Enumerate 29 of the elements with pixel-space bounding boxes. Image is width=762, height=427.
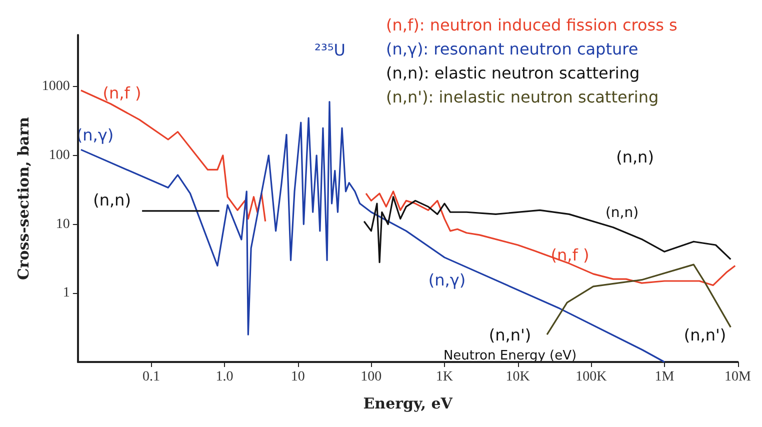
annotation: (n,n') [684,326,726,344]
x-tick-label: 10M [724,370,752,384]
x-tick-label: 1.0 [216,370,234,384]
text: (n,n'): inelastic neutron scattering [386,88,659,106]
annotation: (n,n') [488,326,532,344]
x-tick-label: 0.1 [142,370,160,384]
text: (n,γ): resonant neutron capture [386,40,638,58]
annotation: (n,γ) [428,270,466,290]
x-tick-label: 1M [654,370,675,384]
y-tick-label: 1000 [42,79,70,94]
text: (n,f): neutron induced fission cross s [386,16,678,34]
annotation: (n,f ) [550,246,590,264]
x-tick-label: 1K [436,370,454,384]
annotation: (n,n) [93,190,131,210]
y-tick-label: 1 [62,286,70,301]
x-tick-label: 10K [506,370,530,384]
y-axis-title: Cross-section, barn [14,116,32,280]
x-tick-label: 100K [576,370,607,384]
annotation: Neutron Energy (eV) [443,348,577,364]
annotation: (n,n) [616,148,654,166]
y-tick-label: 100 [48,148,70,163]
x-axis-title: Energy, eV [363,394,453,412]
x-tick-label: 10 [290,370,305,384]
text: (n,n): elastic neutron scattering [386,64,640,82]
y-tick-label: 10 [56,216,70,232]
annotation: (n,n) [605,205,639,221]
annotation: ²³⁵U [314,40,346,60]
annotation: (n,f ) [102,84,142,102]
x-tick-label: 100 [360,370,382,384]
